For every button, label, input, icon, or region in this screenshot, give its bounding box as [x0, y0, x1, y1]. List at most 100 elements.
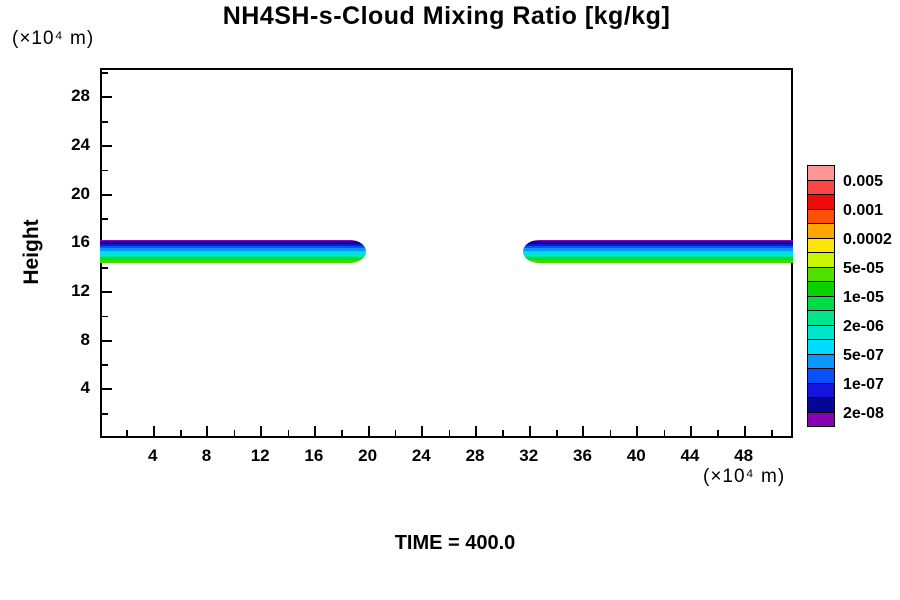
colorbar-segment	[807, 382, 835, 398]
cloud-contour-layer	[100, 239, 366, 242]
x-minor-tick	[180, 430, 182, 436]
y-major-tick	[102, 96, 112, 99]
colorbar-segment	[807, 295, 835, 311]
y-tick-label: 24	[71, 134, 90, 154]
x-tick-label: 32	[519, 446, 539, 465]
colorbar-segment	[807, 339, 835, 355]
cloud-contour-layer	[523, 253, 793, 256]
x-tick-label: 48	[734, 446, 754, 465]
colorbar-segment	[807, 310, 835, 326]
x-major-tick	[260, 426, 263, 436]
x-major-tick	[313, 426, 316, 436]
y-major-tick	[102, 144, 112, 147]
colorbar-label: 5e-05	[843, 259, 884, 277]
y-tick-label: 12	[71, 280, 90, 300]
x-major-tick	[689, 426, 692, 436]
colorbar-segment	[807, 252, 835, 268]
y-axis-title: Height	[20, 219, 43, 285]
colorbar-segment	[807, 208, 835, 224]
x-minor-tick	[502, 430, 504, 436]
x-minor-tick	[663, 430, 666, 436]
cloud-band-left	[100, 239, 366, 263]
cloud-contour-layer	[100, 246, 366, 249]
cloud-contour-layer	[523, 241, 793, 244]
cloud-band-right	[523, 239, 793, 263]
x-minor-tick	[556, 430, 558, 436]
x-major-tick	[206, 426, 209, 436]
y-major-tick	[102, 339, 112, 342]
y-major-tick	[102, 388, 112, 391]
x-major-tick	[421, 426, 424, 436]
x-tick-label: 28	[465, 446, 485, 465]
colorbar-label: 0.0002	[843, 230, 892, 248]
colorbar-segment	[807, 368, 835, 384]
y-minor-tick	[102, 413, 108, 415]
colorbar-label: 5e-07	[843, 346, 884, 364]
cloud-contour-layer	[100, 250, 366, 254]
x-minor-tick	[394, 430, 397, 436]
y-minor-tick	[102, 315, 108, 318]
y-major-tick	[102, 193, 112, 196]
colorbar-segment	[807, 266, 835, 282]
x-tick-label: 36	[573, 446, 592, 465]
y-minor-tick	[102, 267, 108, 269]
y-minor-tick	[102, 218, 108, 220]
x-tick-label: 4	[147, 446, 158, 465]
colorbar-segment	[807, 194, 835, 210]
x-tick-label: 16	[304, 446, 324, 465]
x-tick-label: 12	[250, 446, 270, 465]
x-minor-tick	[609, 430, 612, 436]
cloud-contour-layer	[100, 248, 366, 251]
cloud-contour-layer	[523, 243, 793, 247]
colorbar-segment	[807, 237, 835, 253]
colorbar-segment	[807, 179, 835, 195]
x-major-tick	[636, 426, 639, 436]
x-minor-tick	[717, 430, 719, 436]
colorbar-label: 2e-06	[843, 317, 884, 335]
colorbar-segment	[807, 353, 835, 369]
colorbar-segment	[807, 397, 835, 413]
cloud-contour-layer	[100, 255, 366, 258]
cloud-contour-layer	[523, 257, 793, 260]
time-annotation: TIME = 400.0	[394, 532, 516, 554]
x-axis-unit-label: (×10⁴ m)	[703, 466, 786, 487]
colorbar-label: 0.001	[843, 201, 884, 219]
x-minor-tick	[287, 430, 290, 436]
x-minor-tick	[771, 430, 773, 436]
x-tick-label: 44	[680, 446, 700, 465]
plot-area	[100, 68, 793, 438]
cloud-contour-layer	[100, 243, 366, 247]
y-minor-tick	[102, 364, 108, 366]
y-tick-label: 28	[71, 86, 90, 106]
y-minor-tick	[102, 169, 108, 172]
cloud-contour-layer	[523, 250, 793, 254]
y-minor-tick	[102, 121, 108, 123]
x-minor-tick	[126, 430, 128, 436]
cloud-contour-layer	[523, 248, 793, 251]
y-tick-label: 16	[71, 232, 90, 252]
x-tick-label: 8	[201, 446, 212, 465]
cloud-contour-layer	[100, 253, 366, 256]
x-tick-label: 40	[626, 446, 646, 465]
x-major-tick	[528, 426, 531, 436]
cloud-contour-layer	[100, 257, 366, 260]
y-major-tick	[102, 290, 112, 293]
x-major-tick	[475, 426, 478, 436]
colorbar-segment	[807, 281, 835, 297]
cloud-contour-layer	[100, 241, 366, 244]
colorbar-label: 1e-07	[843, 375, 884, 393]
cloud-contour-layer	[523, 239, 793, 242]
x-minor-tick	[341, 430, 343, 436]
y-tick-label: 8	[80, 329, 90, 349]
x-major-tick	[743, 426, 746, 436]
y-minor-tick	[102, 72, 108, 74]
colorbar-label: 1e-05	[843, 288, 884, 306]
x-tick-label: 24	[411, 446, 431, 465]
y-axis-unit-label: (×10⁴ m)	[12, 28, 95, 49]
chart-title: NH4SH-s-Cloud Mixing Ratio [kg/kg]	[222, 2, 671, 30]
colorbar	[807, 165, 835, 427]
cloud-contour-layer	[523, 255, 793, 258]
cloud-contour-layer	[523, 246, 793, 249]
colorbar-segment	[807, 223, 835, 239]
